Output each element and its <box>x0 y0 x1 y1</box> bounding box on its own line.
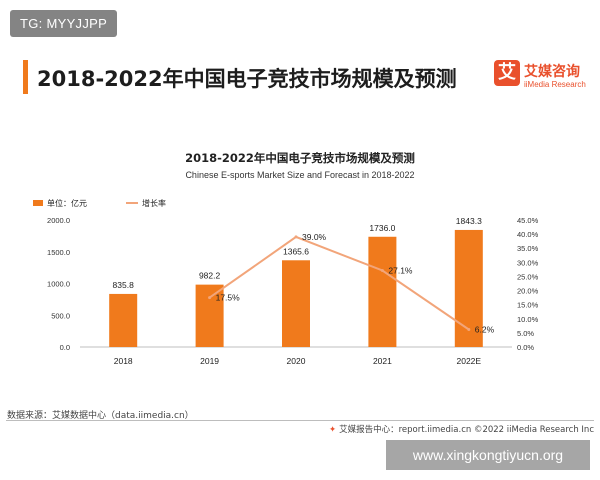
bar-value-label: 1736.0 <box>369 223 395 233</box>
bar-2019 <box>195 284 224 347</box>
x-tick-label: 2021 <box>373 356 392 366</box>
y2-tick-label: 5.0% <box>517 329 534 338</box>
bar-2020 <box>282 260 310 347</box>
y-tick-label: 1000.0 <box>47 280 70 289</box>
y-tick-label: 2000.0 <box>47 216 70 225</box>
growth-rate-label: 39.0% <box>302 232 327 242</box>
legend-line-label: 增长率 <box>142 198 166 208</box>
growth-rate-point <box>294 235 298 239</box>
bar-value-label: 982.2 <box>199 271 221 281</box>
bar-value-label: 1843.3 <box>456 216 482 226</box>
bar-value-label: 1365.6 <box>283 246 309 256</box>
y2-tick-label: 15.0% <box>517 301 539 310</box>
chart-subtitle: Chinese E-sports Market Size and Forecas… <box>185 170 415 180</box>
x-tick-label: 2018 <box>114 356 133 366</box>
growth-rate-label: 17.5% <box>216 293 241 303</box>
bar-2021 <box>368 236 397 347</box>
bar-2022E <box>454 229 483 347</box>
x-tick-label: 2019 <box>200 356 219 366</box>
footer-credit-text: 艾媒报告中心：report.iimedia.cn ©2022 iiMedia R… <box>339 425 594 435</box>
y2-tick-label: 40.0% <box>517 230 539 239</box>
y2-tick-label: 0.0% <box>517 343 534 352</box>
footer-credit: ✦ 艾媒报告中心：report.iimedia.cn ©2022 iiMedia … <box>329 423 594 435</box>
y2-tick-label: 30.0% <box>517 258 539 267</box>
legend-bar-label: 单位：亿元 <box>47 198 87 208</box>
growth-rate-label: 27.1% <box>388 266 413 276</box>
chart-title: 2018-2022年中国电子竞技市场规模及预测 <box>185 151 415 165</box>
footer-divider <box>6 420 594 421</box>
growth-rate-label: 6.2% <box>475 325 495 335</box>
y2-tick-label: 10.0% <box>517 315 539 324</box>
brand-logo-cn: 艾媒咨询 <box>524 64 580 80</box>
x-tick-label: 2022E <box>457 356 482 366</box>
page-title: 2018-2022年中国电子竞技市场规模及预测 <box>37 67 457 91</box>
brand-logo: 艾 艾媒咨询 iiMedia Research <box>494 60 594 94</box>
growth-rate-line <box>209 235 470 331</box>
x-tick-label: 2020 <box>287 356 306 366</box>
y2-tick-label: 20.0% <box>517 287 539 296</box>
channel-badge: TG: MYYJJPP <box>10 10 118 37</box>
growth-rate-point <box>467 328 471 332</box>
title-accent-bar <box>23 60 28 94</box>
growth-rate-point <box>380 269 384 273</box>
y2-tick-label: 35.0% <box>517 244 539 253</box>
brand-logo-en: iiMedia Research <box>524 80 586 89</box>
y-tick-label: 500.0 <box>51 311 70 320</box>
y-tick-label: 1500.0 <box>47 248 70 257</box>
y2-tick-label: 25.0% <box>517 272 539 281</box>
legend-bar-swatch <box>33 200 43 206</box>
growth-rate-point <box>208 296 212 300</box>
y-tick-label: 0.0 <box>60 343 70 352</box>
brand-bird-icon: ✦ <box>329 425 337 435</box>
site-watermark: www.xingkongtiyucn.org <box>386 440 590 470</box>
brand-logo-icon: 艾 <box>494 60 520 86</box>
data-source-note: 数据来源：艾媒数据中心（data.iimedia.cn） <box>7 411 194 421</box>
bar-2018 <box>109 293 138 347</box>
y2-tick-label: 45.0% <box>517 216 539 225</box>
bar-value-label: 835.8 <box>113 280 135 290</box>
